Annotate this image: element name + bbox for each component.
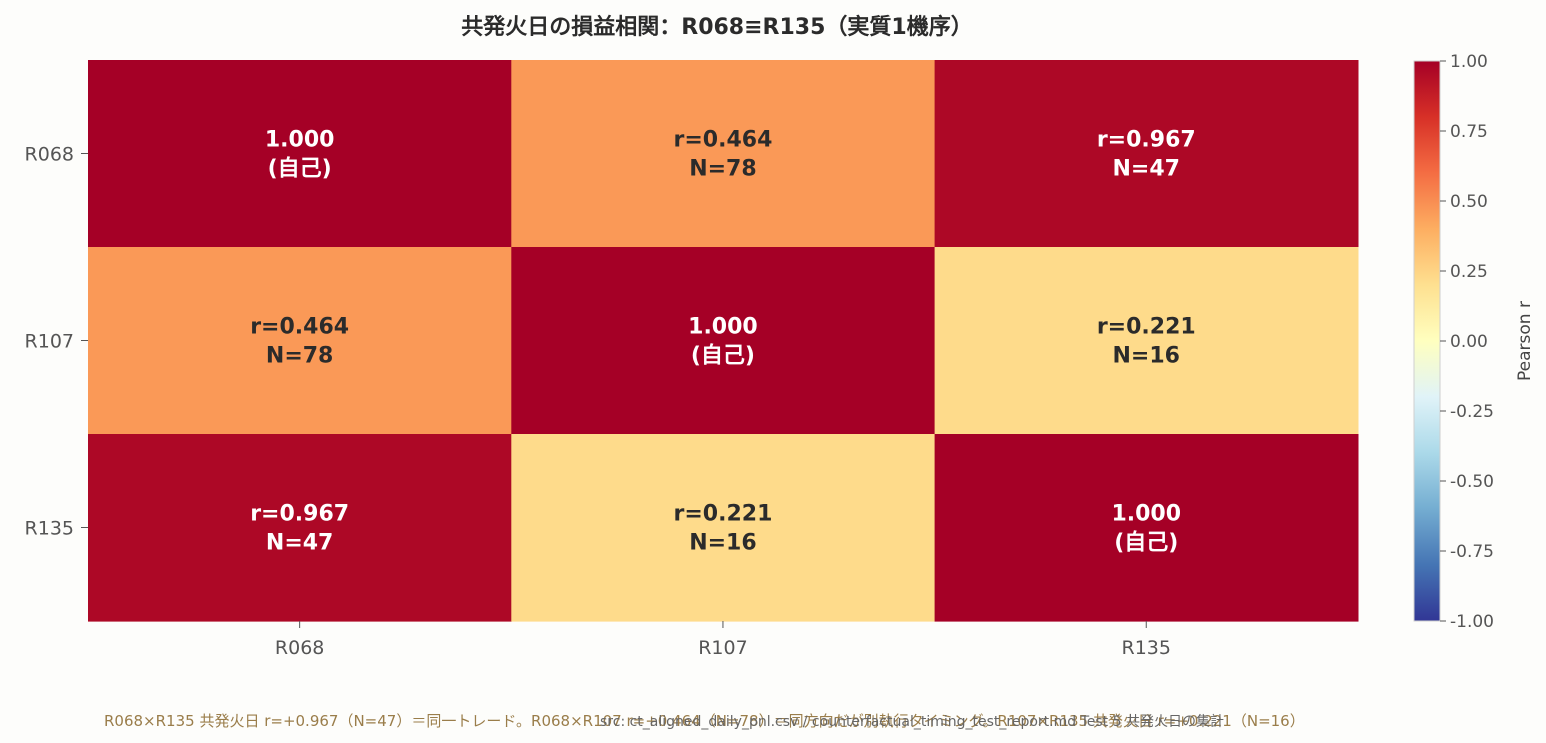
cell-label-R107-R107-line2: (自己) (691, 343, 755, 369)
cell-label-R107-R107-line1: 1.000 (688, 315, 758, 340)
cell-label-R068-R068-line2: (自己) (268, 156, 332, 182)
cell-label-R135-R135-line1: 1.000 (1111, 502, 1181, 527)
colorbar (1413, 60, 1441, 622)
x-tick-label-R107: R107 (698, 637, 747, 659)
cell-label-R068-R068-line1: 1.000 (265, 128, 335, 153)
colorbar-tick-label: 0.50 (1450, 192, 1488, 212)
heatmap-cell-R107-R135 (934, 247, 1359, 435)
source-note: src: ct_aligned_daily_pnl.csv / counterf… (600, 713, 1224, 730)
colorbar-tick-label: -0.75 (1450, 542, 1494, 562)
colorbar-tick-label: 0.25 (1450, 262, 1488, 282)
cell-label-R135-R135-line2: (自己) (1114, 530, 1178, 556)
cell-label-R135-R107-line2: N=16 (689, 531, 756, 556)
cell-label-R068-R107-line1: r=0.464 (674, 128, 773, 153)
heatmap-cell-R135-R135 (934, 434, 1359, 622)
colorbar-tick-label: 0.00 (1450, 332, 1488, 352)
colorbar-ticks: 1.00 0.75 0.50 0.25 0.00 -0.25 -0.50 -0.75 -1.00 (1440, 52, 1494, 632)
heatmap-cell-R107-R068 (88, 247, 512, 435)
cell-label-R107-R068-line2: N=78 (266, 344, 333, 369)
heatmap-cell-R135-R068 (88, 434, 512, 622)
y-tick-label-R068: R068 (25, 144, 74, 166)
colorbar-tick-label: 0.75 (1450, 122, 1488, 142)
chart-title: 共発火日の損益相関：R068≡R135（実質1機序） (461, 14, 972, 40)
colorbar-tick-label: 1.00 (1450, 52, 1488, 72)
y-axis-ticks: R068 R107 R135 (25, 144, 88, 540)
cell-label-R135-R068-line2: N=47 (266, 531, 333, 556)
colorbar-tick-label: -0.50 (1450, 472, 1494, 492)
cell-label-R068-R135-line1: r=0.967 (1097, 128, 1196, 153)
cell-label-R135-R068-line1: r=0.967 (250, 502, 349, 527)
footnote: R068×R135 共発火日 r=+0.967（N=47）＝同一トレード。R06… (104, 712, 1305, 730)
cell-label-R107-R068-line1: r=0.464 (250, 315, 349, 340)
colorbar-label: Pearson r (1515, 301, 1535, 381)
y-tick-label-R135: R135 (25, 518, 74, 540)
heatmap-cells: 1.000 (自己) r=0.464 N=78 r=0.967 N=47 r=0.464 N=… (88, 60, 1359, 622)
heatmap-cell-R068-R107 (511, 60, 936, 248)
heatmap-cell-R107-R107 (511, 247, 936, 435)
x-tick-label-R068: R068 (275, 637, 324, 659)
heatmap-cell-R135-R107 (511, 434, 936, 622)
cell-label-R107-R135-line2: N=16 (1113, 344, 1180, 369)
cell-label-R068-R135-line2: N=47 (1113, 157, 1180, 182)
y-tick-label-R107: R107 (25, 331, 74, 353)
cell-label-R107-R135-line1: r=0.221 (1097, 315, 1196, 340)
colorbar-tick-label: -1.00 (1450, 612, 1494, 632)
x-axis-ticks: R068 R107 R135 (275, 621, 1171, 659)
heatmap-cell-R068-R135 (934, 60, 1359, 248)
cell-label-R068-R107-line2: N=78 (689, 157, 756, 182)
cell-label-R135-R107-line1: r=0.221 (674, 502, 773, 527)
x-tick-label-R135: R135 (1122, 637, 1171, 659)
heatmap-cell-R068-R068 (88, 60, 512, 248)
colorbar-tick-label: -0.25 (1450, 402, 1494, 422)
